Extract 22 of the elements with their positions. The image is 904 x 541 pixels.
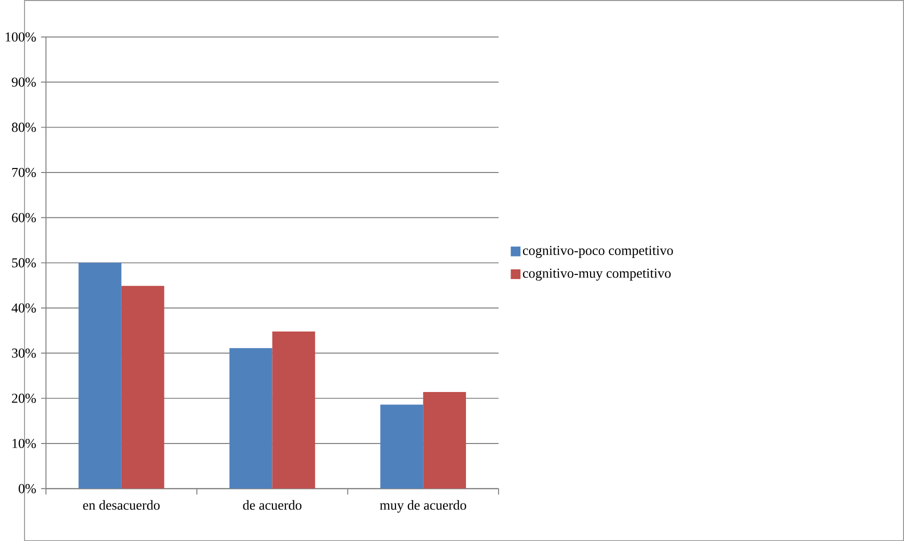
bar: [380, 404, 424, 489]
bar: [423, 392, 466, 489]
y-tick-label: 60%: [12, 212, 36, 222]
bar: [78, 262, 122, 489]
y-tick-label: 30%: [12, 348, 36, 358]
y-tick-label: 10%: [12, 438, 36, 448]
bar: [229, 348, 272, 489]
y-tick-label: 90%: [12, 77, 36, 87]
x-tick-label: de acuerdo: [243, 500, 302, 510]
y-tick-label: 40%: [12, 303, 36, 313]
legend-label: cognitivo-poco competitivo: [522, 246, 673, 258]
x-tick-label: muy de acuerdo: [380, 500, 466, 512]
y-tick-label: 50%: [12, 258, 36, 268]
y-tick-label: 70%: [12, 168, 36, 178]
y-tick-label: 0%: [18, 484, 36, 494]
bar: [272, 331, 316, 489]
y-tick-label: 100%: [6, 32, 36, 42]
y-tick-label: 20%: [12, 394, 36, 403]
legend-label: cognitivo-muy competitivo: [522, 268, 671, 281]
x-tick-label: en desacuerdo: [83, 500, 160, 510]
bar: [121, 286, 164, 489]
y-tick-label: 80%: [12, 122, 36, 132]
